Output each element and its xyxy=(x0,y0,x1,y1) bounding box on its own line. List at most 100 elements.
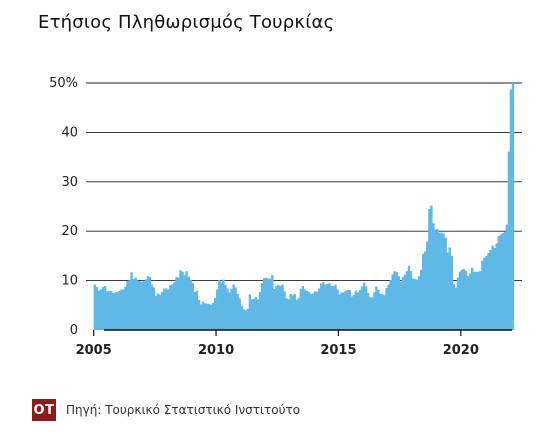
bar xyxy=(277,285,280,330)
bar xyxy=(118,290,121,330)
bar xyxy=(107,290,111,330)
bar xyxy=(289,293,292,330)
bar xyxy=(299,289,303,330)
bar xyxy=(189,280,192,330)
y-tick-label: 50% xyxy=(49,76,78,91)
bar xyxy=(499,234,502,330)
bar xyxy=(183,275,186,330)
bar xyxy=(371,297,374,330)
bar xyxy=(487,252,490,330)
bar xyxy=(258,291,262,330)
bar xyxy=(132,279,135,330)
bar xyxy=(205,303,209,330)
bar xyxy=(381,294,384,330)
bar xyxy=(307,291,311,330)
bar xyxy=(424,251,427,330)
bar xyxy=(265,277,268,330)
bar xyxy=(473,271,476,330)
bar xyxy=(181,271,184,330)
bar xyxy=(109,290,113,330)
bar xyxy=(356,292,360,330)
bar xyxy=(450,255,453,330)
bar xyxy=(279,286,282,330)
bar xyxy=(397,276,400,330)
bar xyxy=(320,283,323,330)
bar xyxy=(267,278,270,330)
bar xyxy=(112,292,115,330)
bar xyxy=(134,277,137,330)
bar xyxy=(285,298,288,330)
bar xyxy=(199,304,203,330)
bar xyxy=(442,233,445,330)
bar xyxy=(254,296,258,330)
bar xyxy=(283,291,286,330)
bar xyxy=(226,288,229,330)
bar xyxy=(105,291,109,330)
bar xyxy=(481,260,484,330)
bar xyxy=(436,229,439,330)
bar xyxy=(434,229,437,330)
bar xyxy=(466,276,470,330)
bar xyxy=(228,292,231,330)
x-tick-label: 2010 xyxy=(198,343,234,358)
bar xyxy=(232,284,235,330)
bar xyxy=(348,289,352,330)
bar xyxy=(248,294,252,330)
bar xyxy=(93,284,97,330)
bar xyxy=(275,286,278,330)
bar xyxy=(311,293,315,330)
bar xyxy=(399,281,402,330)
bar xyxy=(389,280,392,330)
bar xyxy=(393,271,396,330)
bar xyxy=(214,297,217,330)
bar xyxy=(250,299,254,330)
y-tick-label: 30 xyxy=(61,175,78,190)
bar xyxy=(101,287,105,330)
bar xyxy=(422,253,425,330)
bar xyxy=(244,310,247,330)
ot-logo: OT xyxy=(32,399,56,421)
bar xyxy=(497,236,500,330)
bar xyxy=(252,298,256,330)
bar xyxy=(197,299,201,330)
bar xyxy=(224,285,227,330)
bar xyxy=(201,301,205,330)
chart-title: Ετήσιος Πληθωρισμός Τουρκίας xyxy=(38,12,335,33)
bar xyxy=(160,291,164,330)
bars xyxy=(93,83,515,330)
bar xyxy=(375,286,378,330)
bar xyxy=(407,265,411,330)
bar xyxy=(346,289,349,330)
bar xyxy=(122,289,125,330)
bar xyxy=(458,271,462,330)
bar xyxy=(211,302,215,330)
bar xyxy=(401,277,405,330)
bar xyxy=(240,305,243,330)
bar xyxy=(193,291,196,330)
bar xyxy=(295,299,298,330)
bar xyxy=(136,280,139,330)
bar xyxy=(273,289,276,330)
bar xyxy=(464,271,468,330)
bar xyxy=(187,276,190,330)
bar xyxy=(432,223,435,330)
bar xyxy=(260,283,264,330)
bar xyxy=(97,290,101,330)
bar xyxy=(148,277,152,330)
bar xyxy=(95,287,99,330)
bar xyxy=(462,268,466,330)
bar xyxy=(150,284,154,330)
bar xyxy=(373,292,376,330)
bar xyxy=(491,245,494,330)
bar xyxy=(326,284,329,330)
bar xyxy=(428,208,431,330)
bar xyxy=(430,205,433,330)
bar xyxy=(411,278,415,330)
bar xyxy=(175,277,178,330)
bar xyxy=(203,303,207,330)
bar xyxy=(271,275,274,330)
bar xyxy=(126,281,129,330)
bar xyxy=(470,267,474,330)
bar xyxy=(344,290,347,330)
bar xyxy=(144,279,148,330)
